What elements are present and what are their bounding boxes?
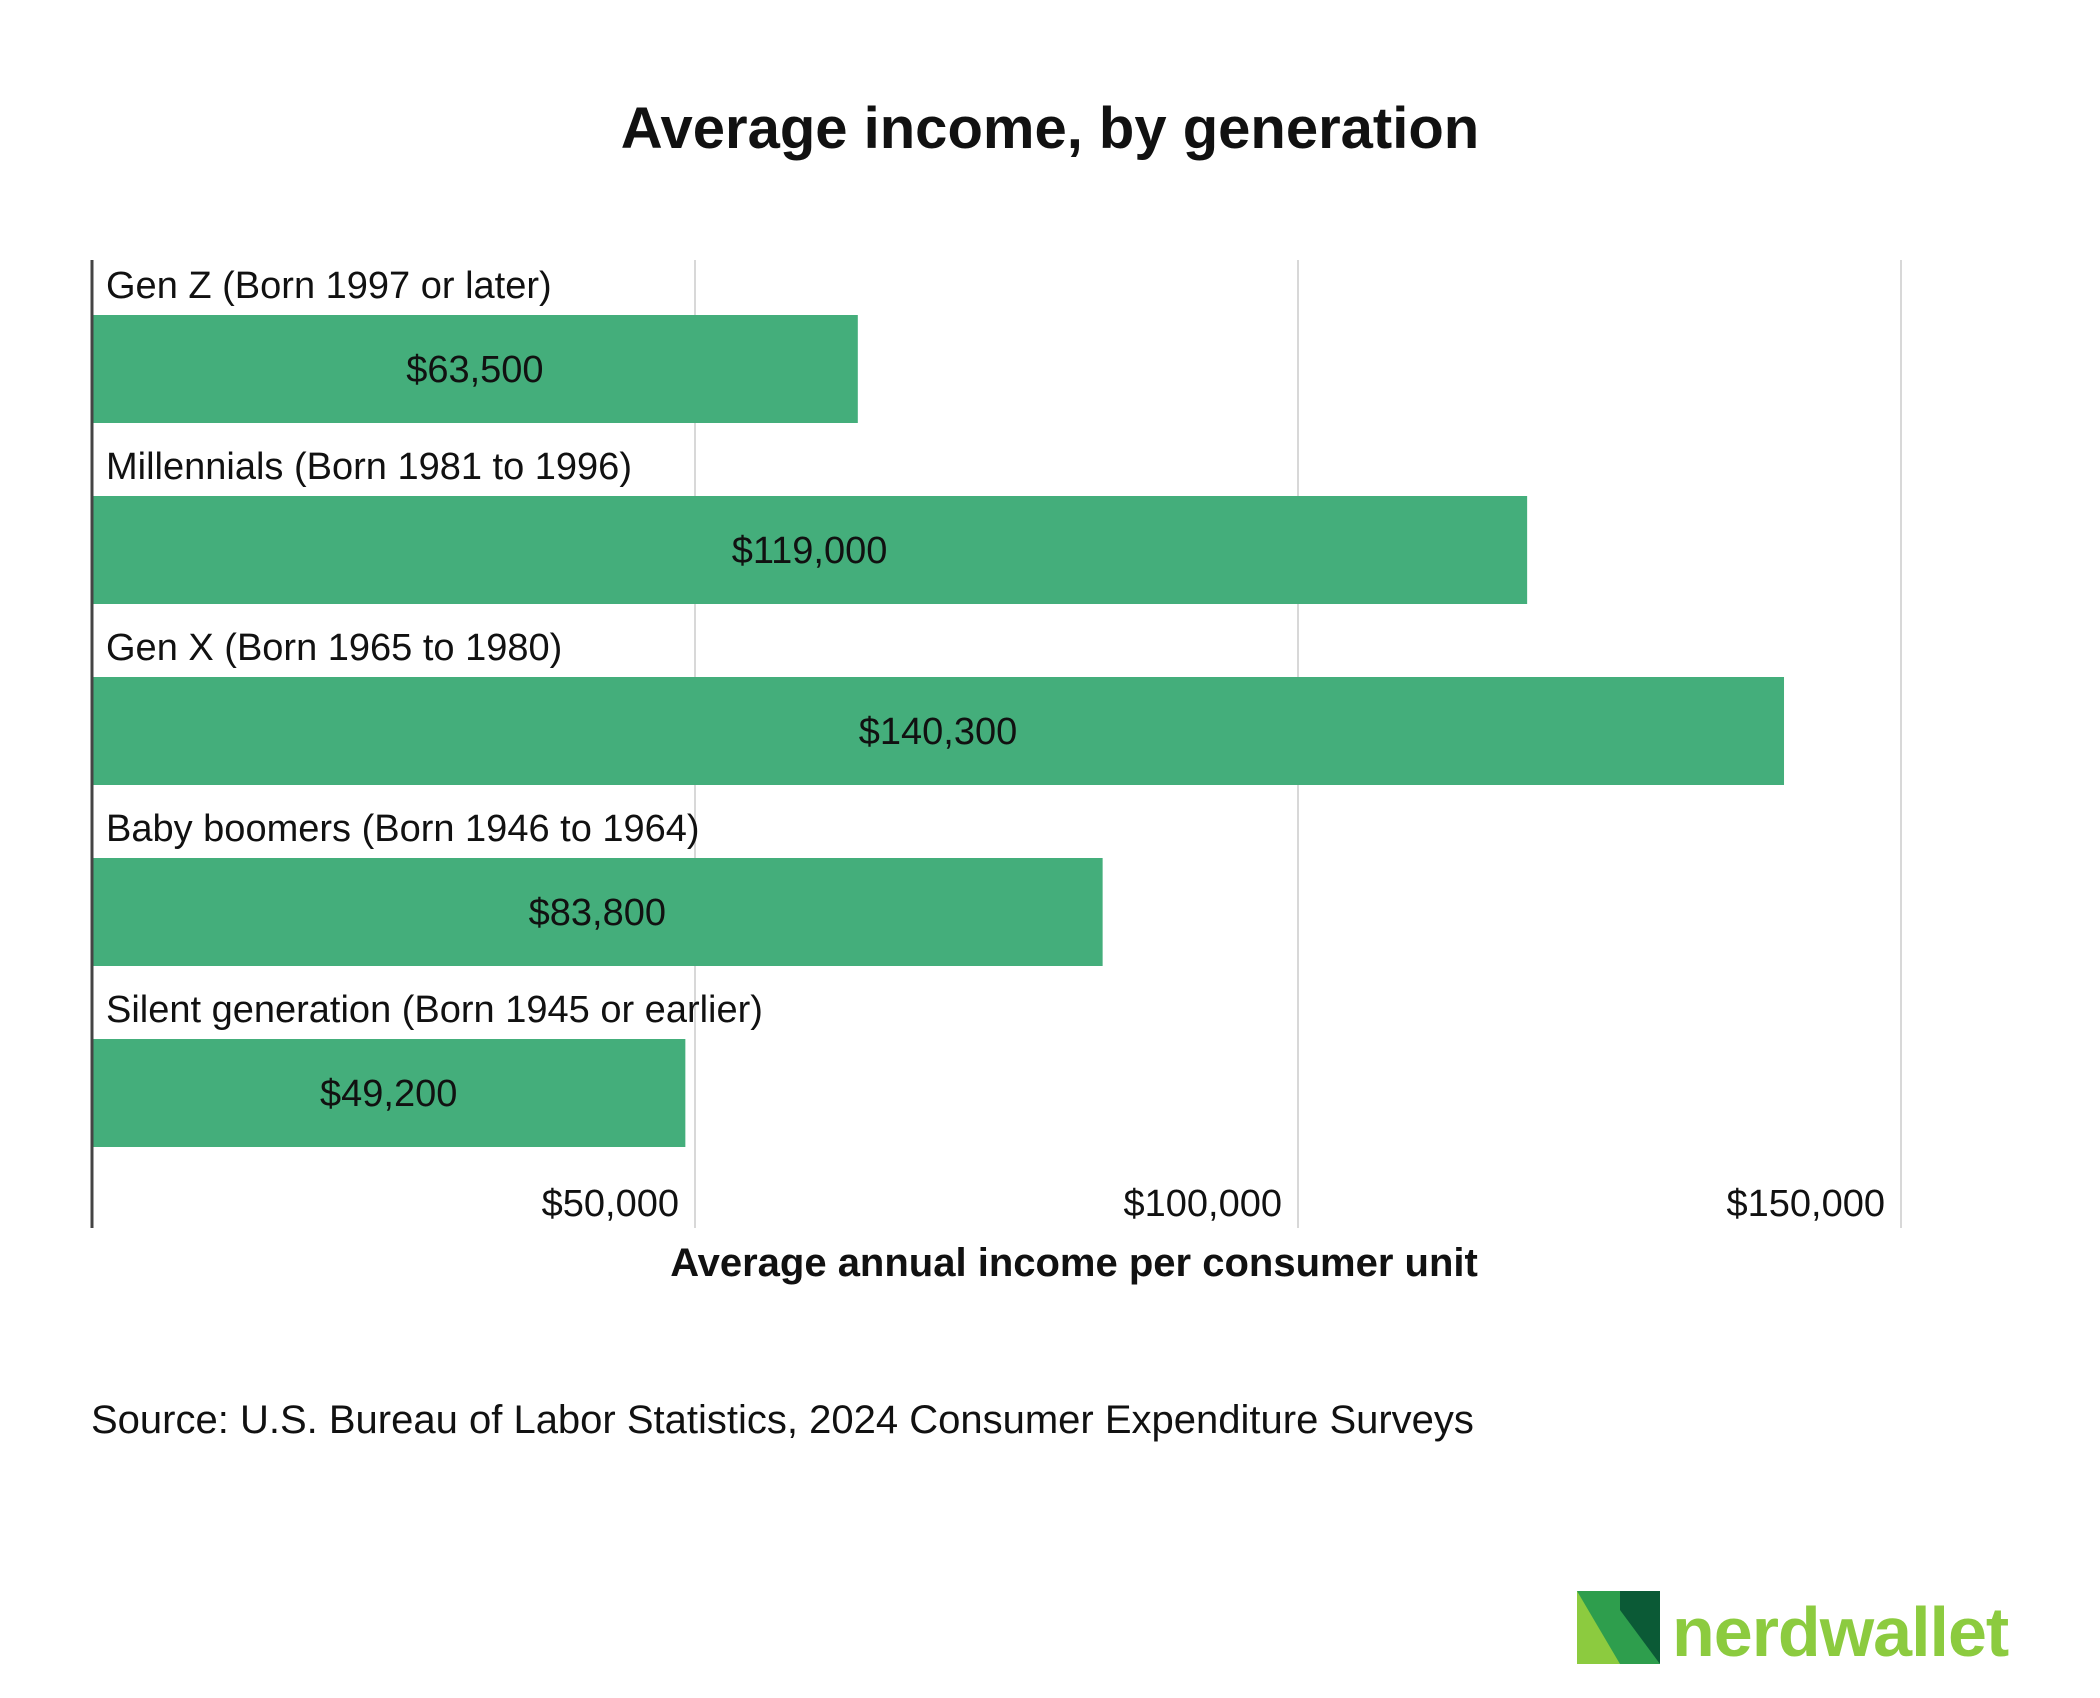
category-label: Millennials (Born 1981 to 1996) (106, 446, 632, 488)
bar (92, 677, 1785, 785)
category-label: Baby boomers (Born 1946 to 1964) (106, 808, 700, 850)
x-axis-title: Average annual income per consumer unit (670, 1241, 1478, 1285)
nerdwallet-n-logo-icon (1577, 1591, 1660, 1664)
category-label: Gen Z (Born 1997 or later) (106, 265, 552, 307)
bar (92, 496, 1528, 604)
labels: Gen Z (Born 1997 or later) $63,500 Millenn… (106, 265, 1017, 1115)
bar (92, 315, 858, 423)
bar-value-label: $140,300 (859, 711, 1018, 753)
category-label: Gen X (Born 1965 to 1980) (106, 627, 562, 669)
source-note: Source: U.S. Bureau of Labor Statistics,… (91, 1398, 1474, 1442)
category-label: Silent generation (Born 1945 or earlier) (106, 989, 763, 1031)
x-tick-label: $50,000 (542, 1183, 679, 1225)
nerdwallet-wordmark: nerdwallet (1672, 1593, 2009, 1671)
bar-value-label: $119,000 (732, 530, 888, 572)
bar (92, 858, 1103, 966)
chart-title: Average income, by generation (621, 96, 1479, 161)
x-tick-label: $100,000 (1124, 1183, 1283, 1225)
x-tick-label: $150,000 (1727, 1183, 1886, 1225)
bars (92, 315, 1785, 1147)
bar-value-label: $63,500 (406, 349, 543, 391)
bar-value-label: $49,200 (320, 1073, 457, 1115)
bar-value-label: $83,800 (529, 892, 666, 934)
bar (92, 1039, 686, 1147)
nerdwallet-logo: nerdwallet (1577, 1591, 2010, 1671)
x-axis-ticks: $50,000 $100,000 $150,000 (542, 1183, 1885, 1225)
